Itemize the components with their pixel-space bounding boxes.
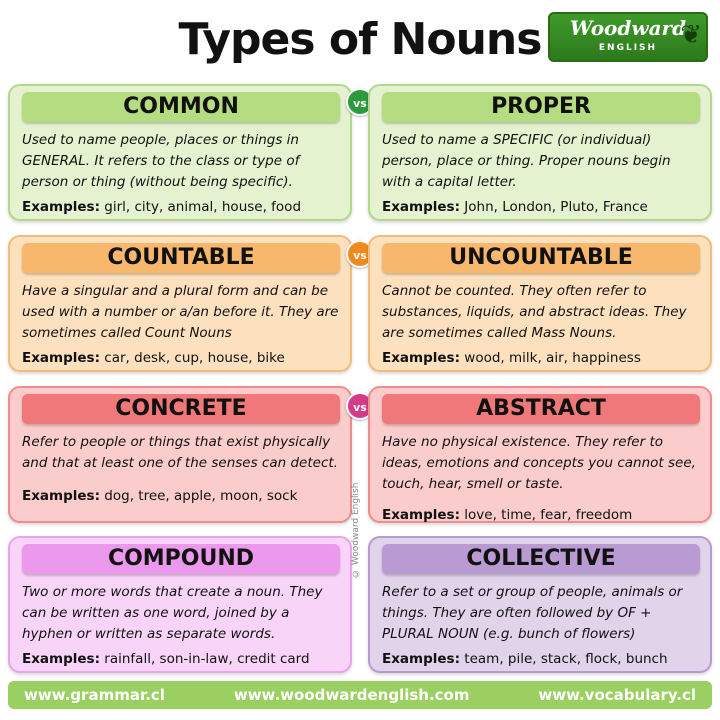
- card-compound: COMPOUND Two or more words that create a…: [8, 536, 352, 673]
- card-description: Have no physical existence. They refer t…: [382, 434, 696, 492]
- examples-label: Examples:: [382, 199, 460, 215]
- card-description: Two or more words that create a noun. Th…: [22, 584, 323, 642]
- examples-label: Examples:: [22, 199, 100, 215]
- examples-label: Examples:: [382, 507, 460, 523]
- logo-brand: Woodward: [569, 16, 687, 40]
- page-title: Types of Nouns: [178, 14, 543, 65]
- card-description: Refer to people or things that exist phy…: [22, 434, 338, 471]
- examples-text: John, London, Pluto, France: [464, 199, 648, 215]
- examples-text: wood, milk, air, happiness: [464, 350, 641, 366]
- card-concrete: CONCRETE Refer to people or things that …: [8, 386, 352, 523]
- card-examples: Examples: team, pile, stack, flock, bunc…: [382, 649, 700, 669]
- card-examples: Examples: car, desk, cup, house, bike: [22, 348, 340, 368]
- card-common: COMMON Used to name people, places or th…: [8, 84, 352, 221]
- card-description: Used to name people, places or things in…: [22, 132, 300, 190]
- card-examples: Examples: John, London, Pluto, France: [382, 197, 700, 217]
- card-heading: CONCRETE: [22, 394, 340, 424]
- card-uncountable: UNCOUNTABLE Cannot be counted. They ofte…: [368, 235, 712, 372]
- examples-text: rainfall, son-in-law, credit card: [104, 651, 310, 667]
- card-description: Have a singular and a plural form and ca…: [22, 283, 339, 341]
- examples-text: dog, tree, apple, moon, sock: [104, 488, 298, 504]
- examples-label: Examples:: [382, 350, 460, 366]
- footer-link-grammar[interactable]: www.grammar.cl: [24, 686, 165, 704]
- card-abstract: ABSTRACT Have no physical existence. The…: [368, 386, 712, 523]
- card-description: Cannot be counted. They often refer to s…: [382, 283, 687, 341]
- card-heading: COLLECTIVE: [382, 544, 700, 574]
- card-examples: Examples: girl, city, animal, house, foo…: [22, 197, 340, 217]
- card-heading: COMMON: [22, 92, 340, 122]
- card-examples: Examples: love, time, fear, freedom: [382, 505, 700, 525]
- examples-label: Examples:: [382, 651, 460, 667]
- footer-bar: www.grammar.cl www.woodwardenglish.com w…: [8, 681, 712, 709]
- card-description: Refer to a set or group of people, anima…: [382, 584, 683, 642]
- logo-subtitle: ENGLISH: [598, 43, 658, 53]
- woodward-logo: Woodward ENGLISH ❦: [548, 12, 708, 62]
- examples-label: Examples:: [22, 651, 100, 667]
- card-heading: COUNTABLE: [22, 243, 340, 273]
- card-examples: Examples: dog, tree, apple, moon, sock: [22, 486, 340, 506]
- fern-icon: ❦: [680, 20, 702, 50]
- examples-label: Examples:: [22, 350, 100, 366]
- examples-text: team, pile, stack, flock, bunch: [464, 651, 668, 667]
- footer-link-woodward[interactable]: www.woodwardenglish.com: [233, 686, 470, 704]
- card-collective: COLLECTIVE Refer to a set or group of pe…: [368, 536, 712, 673]
- examples-text: car, desk, cup, house, bike: [104, 350, 285, 366]
- card-examples: Examples: wood, milk, air, happiness: [382, 348, 700, 368]
- footer-link-vocabulary[interactable]: www.vocabulary.cl: [538, 686, 696, 704]
- card-proper: PROPER Used to name a SPECIFIC (or indiv…: [368, 84, 712, 221]
- card-description: Used to name a SPECIFIC (or individual) …: [382, 132, 671, 190]
- card-countable: COUNTABLE Have a singular and a plural f…: [8, 235, 352, 372]
- card-heading: ABSTRACT: [382, 394, 700, 424]
- card-heading: PROPER: [382, 92, 700, 122]
- examples-text: love, time, fear, freedom: [464, 507, 633, 523]
- examples-text: girl, city, animal, house, food: [104, 199, 302, 215]
- card-heading: UNCOUNTABLE: [382, 243, 700, 273]
- examples-label: Examples:: [22, 488, 100, 504]
- card-examples: Examples: rainfall, son-in-law, credit c…: [22, 649, 340, 669]
- card-heading: COMPOUND: [22, 544, 340, 574]
- copyright-text: © Woodward English: [351, 482, 361, 578]
